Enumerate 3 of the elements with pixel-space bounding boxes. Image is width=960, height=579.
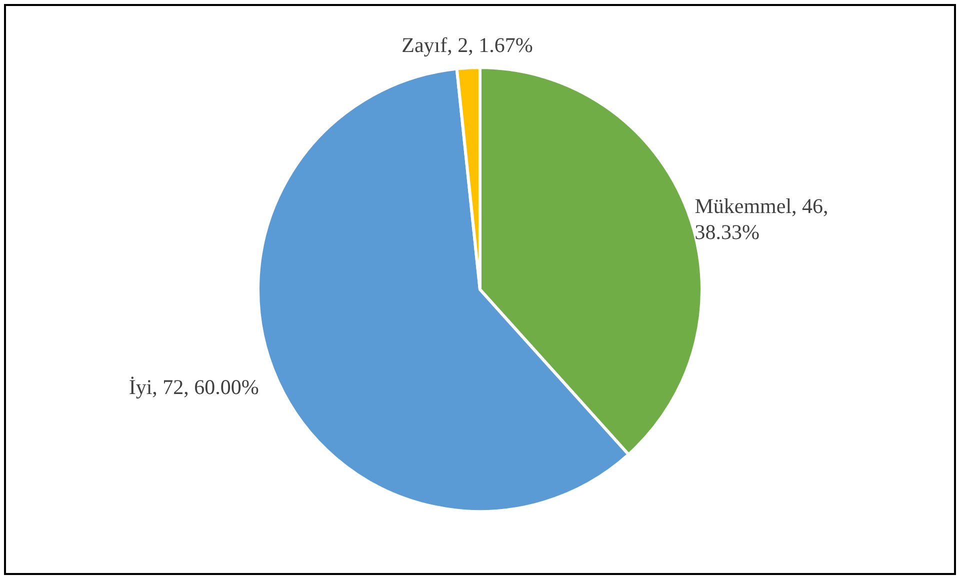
slice-label: Mükemmel, 46, 38.33% [694,194,828,244]
slice-label: İyi, 72, 60.00% [128,374,259,399]
slice-label: Zayıf, 2, 1.67% [402,32,533,57]
